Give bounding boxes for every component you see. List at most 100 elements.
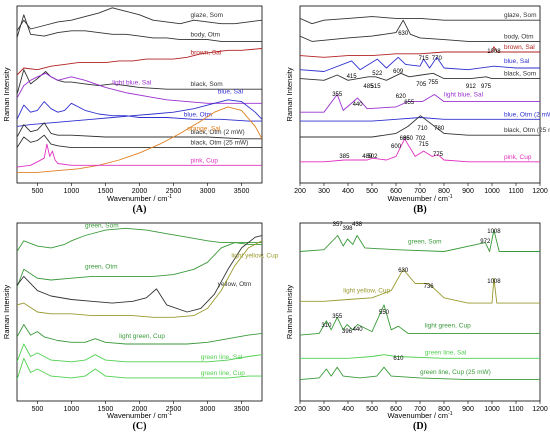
- series-line: [300, 268, 540, 304]
- peak-label: 440: [353, 102, 364, 108]
- series-label: black, Otm (2 mW): [191, 129, 245, 136]
- x-tick-label: 600: [390, 188, 402, 195]
- x-tick-label: 1500: [98, 406, 114, 413]
- series-line: [17, 99, 262, 127]
- peak-label: 440: [353, 327, 364, 333]
- peak-label: 396: [342, 329, 353, 335]
- series-line: [17, 7, 262, 32]
- series-line: [300, 117, 540, 122]
- peak-label: 438: [352, 222, 363, 228]
- series-label: light yellow, Cup: [343, 288, 390, 295]
- peak-label: 415: [347, 74, 358, 80]
- series-line: [17, 101, 262, 122]
- series-line: [17, 227, 262, 252]
- series-line: [17, 106, 262, 173]
- x-tick-label: 1100: [508, 406, 523, 413]
- x-tick-label: 1000: [64, 406, 80, 413]
- x-axis-title: Wavenumber / cm-1: [387, 194, 452, 203]
- x-tick-label: 600: [390, 406, 402, 413]
- x-axis-title: Wavenumber / cm-1: [107, 411, 172, 420]
- series-label: black, Som: [504, 71, 536, 78]
- x-tick-label: 700: [414, 406, 426, 413]
- series-label: body, Otm: [191, 32, 221, 39]
- chart-panel-2: 200 300 400 500 600 700 800 900 1000 1100 1200 Wave…: [285, 5, 550, 215]
- peak-label: 630: [398, 268, 409, 274]
- series-label: brown, Sal: [504, 44, 535, 51]
- series-label: orange, Sal: [187, 125, 221, 132]
- peak-label: 1008: [487, 229, 501, 235]
- x-tick-label: 1200: [532, 406, 548, 413]
- x-tick-label: 1000: [64, 188, 80, 195]
- peak-label: 1008: [487, 279, 501, 285]
- peak-label: 702: [415, 136, 426, 142]
- peak-label: 485: [363, 84, 374, 90]
- series-label: blue, Sal: [218, 88, 244, 95]
- x-tick-label: 200: [294, 406, 306, 413]
- x-tick-label: 500: [366, 406, 378, 413]
- x-tick-label: 2500: [166, 406, 182, 413]
- peak-label: 630: [398, 31, 409, 37]
- series-line: [17, 324, 262, 345]
- series-line: [17, 143, 262, 168]
- series-label: pink, Cup: [191, 157, 219, 164]
- peak-label: 357: [333, 222, 344, 228]
- series-line: [300, 46, 540, 58]
- peak-label: 550: [379, 310, 390, 316]
- series-line: [300, 366, 540, 381]
- series-label: pink, Cup: [504, 154, 532, 161]
- x-tick-label: 300: [318, 188, 330, 195]
- peak-label: 975: [481, 84, 492, 90]
- series-line: [17, 242, 262, 288]
- series-line: [17, 134, 262, 149]
- chart-panel-1: 500 1000 1500 2000 2500 3000 3500 Wavenumber / …: [2, 5, 263, 215]
- peak-label: 650: [403, 136, 414, 142]
- series-line: [17, 48, 262, 76]
- series-label: green line, Sal: [201, 354, 243, 361]
- series-line: [300, 138, 540, 163]
- panel-label: (C): [133, 421, 147, 432]
- y-axis-title: Raman Intensity: [2, 285, 11, 339]
- series-line: [300, 16, 540, 25]
- peak-label: 715: [419, 56, 430, 62]
- series-line: [300, 115, 540, 138]
- x-tick-label: 200: [294, 188, 306, 195]
- series-label: light green, Cup: [425, 322, 471, 329]
- x-tick-label: 3500: [234, 188, 250, 195]
- peak-label: 775: [433, 152, 444, 158]
- y-axis-title: Raman Intensity: [285, 285, 294, 339]
- series-line: [300, 19, 540, 42]
- series-line: [17, 357, 262, 380]
- series-label: light yellow, Cup: [231, 253, 278, 260]
- chart-panel-4: 200 300 400 500 600 700 800 900 1000 1100 1200 Wave…: [285, 222, 548, 432]
- peak-label: 515: [371, 84, 382, 90]
- chart-panel-3: 500 1000 1500 2000 2500 3000 3500 Wavenumber / …: [2, 222, 279, 432]
- peak-label: 972: [480, 239, 491, 245]
- series-label: green, Som: [85, 222, 119, 229]
- x-tick-label: 2000: [132, 188, 148, 195]
- x-tick-label: 300: [318, 406, 330, 413]
- series-label: glaze, Som: [191, 12, 224, 19]
- peak-label: 715: [419, 142, 430, 148]
- x-tick-label: 2000: [132, 406, 148, 413]
- x-tick-label: 900: [462, 406, 474, 413]
- series-label: blue, Otm (2 mW): [504, 111, 550, 118]
- x-tick-label: 1000: [484, 406, 500, 413]
- peak-label: 620: [396, 94, 407, 100]
- peak-label: 636: [400, 136, 411, 142]
- x-tick-label: 800: [438, 406, 450, 413]
- series-label: brown, Sal: [191, 49, 222, 56]
- series-label: body, Otm: [504, 33, 534, 40]
- series-line: [17, 235, 262, 313]
- x-tick-label: 1200: [532, 188, 548, 195]
- series-line: [17, 240, 262, 318]
- series-line: [300, 229, 540, 252]
- peak-label: 398: [343, 226, 354, 232]
- series-line: [300, 94, 540, 113]
- peak-label: 600: [391, 144, 402, 150]
- panel-label: (B): [413, 204, 426, 215]
- series-label: black, Som: [191, 81, 223, 88]
- peak-label: 310: [321, 323, 332, 329]
- series-label: blue, Sal: [504, 58, 530, 65]
- peak-label: 522: [372, 71, 383, 77]
- x-tick-label: 400: [342, 188, 354, 195]
